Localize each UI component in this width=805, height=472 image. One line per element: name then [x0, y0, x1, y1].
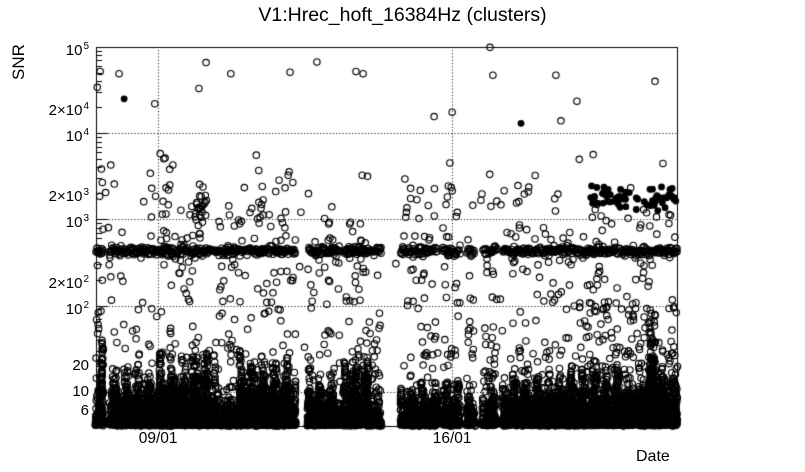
- x-axis-tick-label: 16/01: [432, 430, 472, 447]
- y-axis-tick-label: 2×103: [48, 187, 89, 206]
- y-axis-tick-label: 10: [72, 382, 89, 400]
- y-axis-tick-label: 105: [65, 40, 89, 59]
- y-axis-tick-label: 20: [72, 356, 89, 374]
- y-axis-tick-label: 102: [65, 299, 89, 318]
- y-axis-tick-label: 2×102: [48, 273, 89, 292]
- x-axis-tick-label: 09/01: [138, 430, 178, 447]
- y-axis-tick-label: 6: [80, 401, 89, 419]
- y-axis-tick-label: 103: [65, 213, 89, 232]
- x-axis-title: Date: [636, 448, 670, 465]
- y-axis-tick-label: 104: [65, 127, 89, 146]
- y-axis-tick-label: 2×104: [48, 101, 89, 120]
- plot-title: V1:Hrec_hoft_16384Hz (clusters): [258, 4, 547, 26]
